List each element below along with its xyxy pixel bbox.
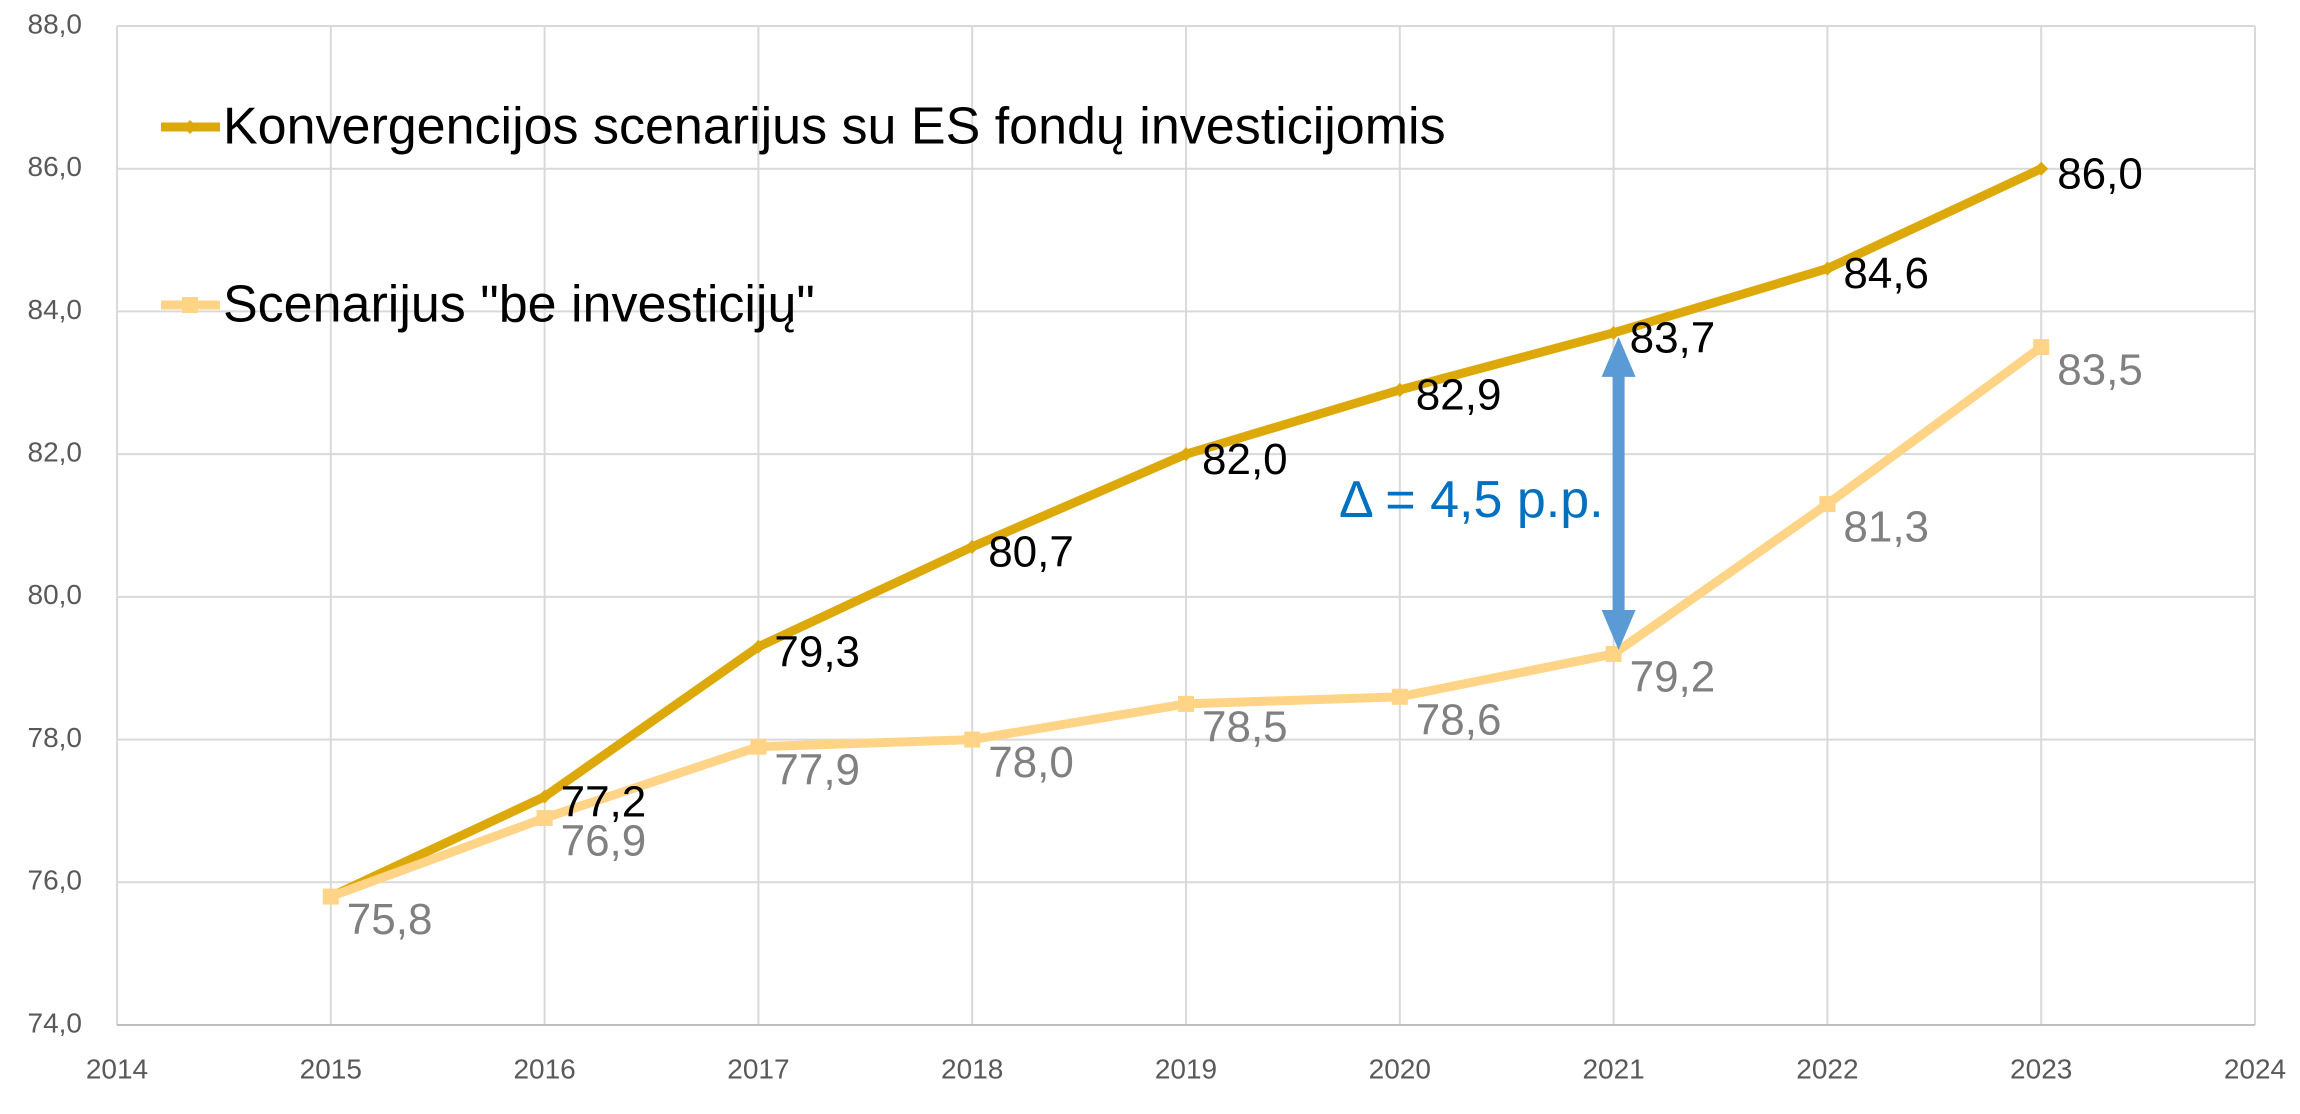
marker xyxy=(2034,161,2049,176)
x-tick-label: 2024 xyxy=(2224,1053,2286,1084)
data-label: 84,6 xyxy=(1843,249,1929,298)
legend-marker xyxy=(182,297,198,313)
arrow-head xyxy=(1601,336,1636,377)
legend-label: Konvergencijos scenarijus su ES fondų in… xyxy=(223,98,1446,156)
x-tick-label: 2023 xyxy=(2010,1053,2072,1084)
data-label: 78,6 xyxy=(1416,695,1502,744)
x-tick-label: 2022 xyxy=(1796,1053,1858,1084)
marker xyxy=(965,539,980,554)
y-tick-label: 84,0 xyxy=(28,294,83,325)
x-tick-label: 2014 xyxy=(86,1053,148,1084)
marker xyxy=(1178,695,1194,712)
data-label: 76,9 xyxy=(561,817,647,866)
marker xyxy=(537,789,552,804)
marker xyxy=(1179,447,1193,462)
y-tick-label: 78,0 xyxy=(28,722,83,753)
marker xyxy=(2033,339,2050,356)
data-label: 83,7 xyxy=(1630,313,1716,362)
marker xyxy=(322,888,339,905)
data-label: 81,3 xyxy=(1843,503,1929,552)
y-tick-label: 80,0 xyxy=(28,579,83,610)
x-tick-label: 2019 xyxy=(1155,1053,1217,1084)
legend-marker xyxy=(183,120,197,134)
y-tick-label: 86,0 xyxy=(28,151,83,182)
arrow-head xyxy=(1601,609,1636,650)
marker xyxy=(1605,645,1622,662)
data-label: 79,3 xyxy=(774,627,860,676)
y-tick-label: 74,0 xyxy=(28,1007,83,1038)
x-tick-label: 2020 xyxy=(1369,1053,1431,1084)
data-label: 86,0 xyxy=(2057,149,2143,198)
data-label: 78,5 xyxy=(1202,703,1288,752)
marker xyxy=(1819,496,1836,513)
marker xyxy=(964,731,981,748)
x-tick-label: 2018 xyxy=(941,1053,1003,1084)
data-label: 80,7 xyxy=(988,528,1074,577)
y-tick-label: 76,0 xyxy=(28,865,83,896)
x-tick-label: 2017 xyxy=(727,1053,789,1084)
marker xyxy=(536,810,553,827)
marker xyxy=(1392,382,1407,397)
y-tick-label: 82,0 xyxy=(28,437,83,468)
marker xyxy=(1606,325,1621,340)
data-label: 77,9 xyxy=(774,745,860,794)
marker xyxy=(1820,261,1835,276)
delta-arrow xyxy=(1601,336,1636,650)
legend-label: Scenarijus "be investicijų" xyxy=(223,276,815,334)
data-label: 83,5 xyxy=(2057,346,2143,395)
data-label: 82,9 xyxy=(1416,371,1502,420)
data-label: 82,0 xyxy=(1202,435,1288,484)
marker xyxy=(750,738,767,755)
annotation: Δ = 4,5 p.p. xyxy=(1339,471,1604,529)
data-label: 78,0 xyxy=(988,738,1074,787)
x-tick-label: 2015 xyxy=(300,1053,362,1084)
marker xyxy=(1391,688,1408,705)
data-label: 79,2 xyxy=(1630,653,1716,702)
y-tick-label: 88,0 xyxy=(28,8,83,39)
marker xyxy=(751,639,766,654)
x-tick-label: 2021 xyxy=(1582,1053,1644,1084)
data-label: 75,8 xyxy=(347,895,433,944)
data-label: 77,2 xyxy=(561,777,647,826)
x-tick-label: 2016 xyxy=(513,1053,575,1084)
